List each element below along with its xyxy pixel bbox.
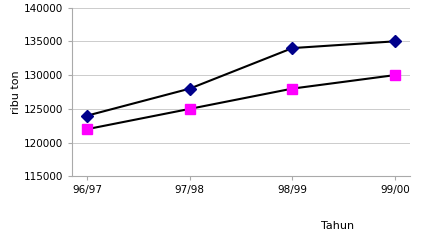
Konsumsi (187, 107, 192, 110)
Konsumsi (393, 74, 398, 77)
Text: Tahun: Tahun (321, 220, 354, 231)
Line: Produksi: Produksi (83, 37, 399, 120)
Produksi (85, 114, 90, 117)
Produksi (393, 40, 398, 43)
Y-axis label: ribu ton: ribu ton (11, 70, 21, 114)
Konsumsi (85, 128, 90, 131)
Line: Konsumsi: Konsumsi (82, 70, 400, 134)
Produksi (187, 87, 192, 90)
Produksi (290, 47, 295, 50)
Konsumsi (290, 87, 295, 90)
